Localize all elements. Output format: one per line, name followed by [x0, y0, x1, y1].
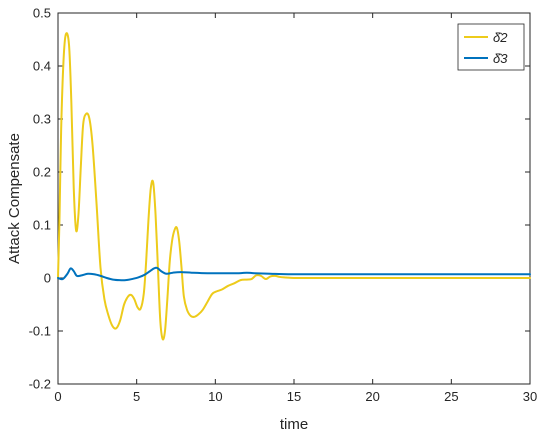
x-tick-label: 0 [54, 389, 61, 404]
y-tick-label: -0.1 [29, 324, 51, 339]
y-tick-label: 0.2 [33, 165, 51, 180]
y-tick-label: 0.1 [33, 218, 51, 233]
x-tick-label: 30 [523, 389, 537, 404]
legend-label: δ̂3 [493, 51, 508, 66]
x-tick-label: 5 [133, 389, 140, 404]
series-layer [57, 32, 531, 341]
y-tick-label: 0.3 [33, 112, 51, 127]
x-tick-label: 20 [365, 389, 379, 404]
x-tick-label: 10 [208, 389, 222, 404]
x-tick-label: 25 [444, 389, 458, 404]
legend-box [457, 23, 525, 71]
y-tick-label: 0.4 [33, 59, 51, 74]
legend-label: δ̂2 [493, 30, 508, 45]
ticks-layer: 0 5 10 15 20 25 30 -0.2 -0.1 0 0.1 0.2 0.3 0.4 0.5 [29, 6, 538, 405]
x-tick-label: 15 [287, 389, 301, 404]
plot-area [57, 12, 531, 385]
y-tick-label: -0.2 [29, 377, 51, 392]
y-tick-label: 0 [44, 271, 51, 286]
legend-items: δ̂2δ̂3 [464, 30, 508, 66]
legend: δ̂2δ̂3 [457, 23, 525, 71]
y-axis-label: Attack Compensate [6, 133, 23, 264]
y-tick-label: 0.5 [33, 6, 51, 21]
series-line-3 [57, 266, 531, 282]
series-line-2 [57, 32, 531, 341]
x-axis-label: time [280, 416, 308, 433]
